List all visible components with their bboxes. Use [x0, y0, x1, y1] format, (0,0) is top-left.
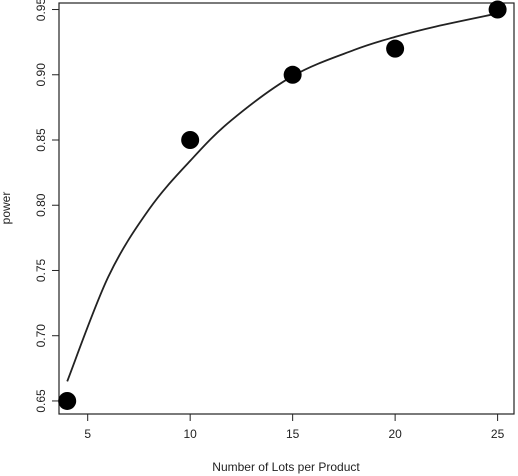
x-axis-ticks: 5 10 15 20 25 [84, 414, 505, 441]
x-axis-title: Number of Lots per Product [212, 460, 360, 474]
x-tick-label: 25 [491, 427, 505, 441]
x-tick-label: 10 [183, 427, 197, 441]
y-tick-label: 0.75 [34, 258, 48, 282]
fitted-curve [66, 12, 498, 382]
data-point [488, 0, 507, 19]
x-tick-label: 15 [286, 427, 300, 441]
y-axis-title: power [0, 192, 13, 225]
y-tick-label: 0.95 [34, 0, 48, 21]
x-tick-label: 20 [388, 427, 402, 441]
data-point [386, 39, 405, 58]
y-tick-label: 0.85 [34, 128, 48, 152]
y-axis-ticks: 0.65 0.70 0.75 0.80 0.85 0.90 0.95 [34, 0, 59, 413]
plot-frame [58, 2, 515, 415]
y-tick-label: 0.80 [34, 193, 48, 217]
y-tick-label: 0.70 [34, 324, 48, 348]
y-tick-label: 0.90 [34, 63, 48, 87]
data-point [58, 391, 77, 410]
y-tick-label: 0.65 [34, 389, 48, 413]
data-points [58, 0, 507, 410]
x-tick-label: 5 [84, 427, 91, 441]
data-point [181, 131, 200, 149]
data-point [283, 65, 302, 84]
